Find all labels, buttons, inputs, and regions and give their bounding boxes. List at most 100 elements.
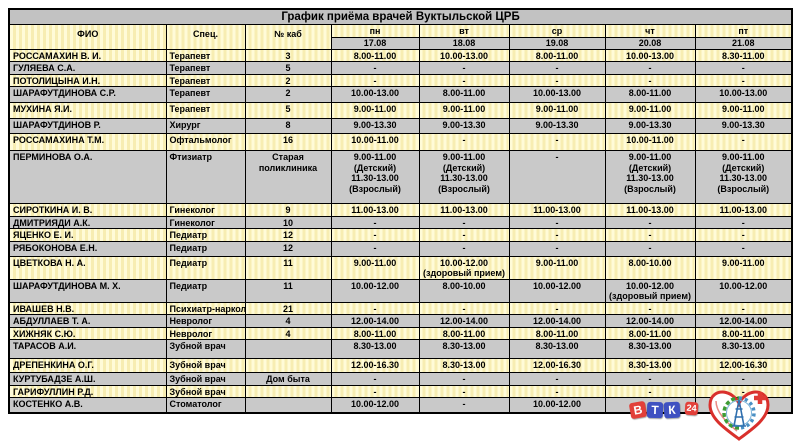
room-number: Дом быта	[244, 372, 332, 386]
schedule-cell: 10.00-11.00	[330, 133, 420, 151]
schedule-cell: -	[330, 301, 420, 315]
schedule-cell: 10.00-12.00 (здоровый прием)	[418, 255, 510, 280]
schedule-cell: 9.00-11.00	[418, 102, 510, 119]
doctor-name: ЯЦЕНКО Е. И.	[8, 228, 167, 242]
schedule-cell: 9.00-11.00	[330, 102, 420, 119]
table-row: ИВАШЕВ Н.В.Психиатр-нарколог21-----	[8, 301, 793, 315]
schedule-cell: -	[330, 372, 420, 386]
schedule-cell: 8.30-13.00	[508, 339, 606, 359]
room-number: 3	[244, 48, 332, 62]
schedule-cell: -	[694, 73, 793, 87]
schedule-cell: -	[418, 372, 510, 386]
table-row: ЯЦЕНКО Е. И. Педиатр 12- - - - -	[8, 228, 793, 242]
schedule-cell: -	[604, 372, 696, 386]
schedule-cell: 8.00-11.00	[508, 48, 606, 62]
doctor-specialty: Невролог	[165, 314, 246, 328]
schedule-cell: 11.00-13.00	[330, 203, 420, 217]
schedule-cell: 8.30-13.00	[604, 358, 696, 373]
table-row: СИРОТКИНА И. В. Гинеколог 9 11.00-13.00 11.0…	[8, 203, 793, 217]
doctor-name: РОССАМАХИН В. И.	[8, 48, 167, 62]
doctor-name: РЯБОКОНОВА Е.Н.	[8, 240, 167, 257]
column-header-spec: Спец.	[165, 24, 246, 50]
room-number: 5	[244, 61, 332, 75]
schedule-cell: -	[330, 240, 420, 257]
doctor-specialty: Психиатр-нарколог	[165, 301, 246, 315]
doctor-name: ПЕРМИНОВА О.А.	[8, 150, 167, 204]
schedule-cell: -	[508, 372, 606, 386]
table-row: ЦВЕТКОВА Н. А. Педиатр 11 9.00-11.00 10.00-1…	[8, 255, 793, 280]
table-row: ДМИТРИЯДИ А.К. Гинеколог 10- - - - -	[8, 215, 793, 229]
schedule-cell: -	[418, 240, 510, 257]
schedule-cell: 9.00-11.00	[508, 102, 606, 119]
schedule-cell: -	[508, 384, 606, 398]
table-row: ШАРАФУТДИНОВА М. Х. Педиатр 11 10.00-12.00 8…	[8, 278, 793, 303]
table-row: ПЕРМИНОВА О.А. Фтизиатр Старая поликлиника…	[8, 150, 793, 204]
table-row: ГУЛЯЕВА С.А. Терапевт 5- - - - -	[8, 61, 793, 75]
schedule-cell: 9.00-11.00	[330, 255, 420, 280]
schedule-cell: 9.00-11.00	[508, 255, 606, 280]
column-header-mon: пн	[330, 24, 420, 38]
schedule-cell: 10.00-13.00	[604, 48, 696, 62]
doctor-name: ДРЕПЕНКИНА О.Г.	[8, 358, 167, 373]
schedule-cell: -	[604, 228, 696, 242]
room-number: 12	[244, 228, 332, 242]
schedule-cell: 10.00-12.00	[330, 397, 420, 413]
schedule-cell: 9.00-11.00	[694, 102, 793, 119]
date-tue: 18.08	[418, 37, 510, 50]
schedule-cell: -	[604, 384, 696, 398]
schedule-cell: 9.00-11.00 (Детский) 11.30-13.00 (Взросл…	[604, 150, 696, 204]
doctor-name: МУХИНА Я.И.	[8, 102, 167, 119]
date-fri: 21.08	[694, 37, 793, 50]
room-number	[244, 358, 332, 373]
schedule-cell: 8.00-11.00	[508, 326, 606, 340]
schedule-cell: -	[694, 228, 793, 242]
schedule-cell: -	[418, 215, 510, 229]
schedule-cell: 10.00-12.00	[508, 397, 606, 413]
room-number: 8	[244, 118, 332, 134]
schedule-cell: 8.00-11.00	[604, 86, 696, 103]
schedule-cell: 11.00-13.00	[418, 203, 510, 217]
room-number: 10	[244, 215, 332, 229]
schedule-cell: -	[604, 215, 696, 229]
schedule-cell: 10.00-12.00	[508, 278, 606, 303]
doctor-specialty: Терапевт	[165, 61, 246, 75]
doctor-name: РОССАМАХИНА Т.М.	[8, 133, 167, 151]
table-title-row: График приёма врачей Вуктыльской ЦРБ	[8, 8, 793, 25]
schedule-cell: 9.00-13.30	[694, 118, 793, 134]
heart-inner-line	[715, 400, 738, 432]
schedule-cell: 12.00-14.00	[604, 314, 696, 328]
schedule-cell: -	[508, 301, 606, 315]
schedule-cell: 12.00-14.00	[330, 314, 420, 328]
schedule-cell: -	[508, 73, 606, 87]
doctor-specialty: Невролог	[165, 326, 246, 340]
room-number: 9	[244, 203, 332, 217]
hospital-heart-logo[interactable]	[702, 387, 778, 444]
vtk-badge-24: 24	[685, 401, 699, 416]
doctor-specialty: Зубной врач	[165, 372, 246, 386]
column-header-tue: вт	[418, 24, 510, 38]
table-row: РОССАМАХИНА Т.М. Офтальмолог 16 10.00-11.00…	[8, 133, 793, 151]
schedule-cell: -	[694, 215, 793, 229]
doctor-specialty: Хирург	[165, 118, 246, 134]
header-row-dates: 17.08 18.08 19.08 20.08 21.08	[9, 37, 793, 50]
doctor-name: КОСТЕНКО А.В.	[8, 397, 167, 413]
column-header-fri: пт	[694, 24, 793, 38]
room-number: 12	[244, 240, 332, 257]
table-row: ТАРАСОВ А.И. Зубной врач 8.30-13.00 8.30-13…	[8, 339, 793, 359]
room-number: 11	[244, 255, 332, 280]
schedule-cell: -	[508, 240, 606, 257]
table-row: АБДУЛЛАЕВ Т. А. Невролог 4 12.00-14.00 12.00…	[8, 314, 793, 328]
schedule-cell: 10.00-13.00	[418, 48, 510, 62]
schedule-cell: 8.00-11.00	[330, 48, 420, 62]
doctor-name: КУРТУБАДЗЕ А.Ш.	[8, 372, 167, 386]
schedule-table-container: График приёма врачей Вуктыльской ЦРБ ФИО…	[8, 8, 794, 414]
doctor-specialty: Гинеколог	[165, 215, 246, 229]
schedule-cell: 8.30-11.00	[694, 48, 793, 62]
schedule-cell: -	[508, 61, 606, 75]
room-number: 5	[244, 102, 332, 119]
doctor-name: ХИЖНЯК С.Ю.	[8, 326, 167, 340]
table-row: ГАРИФУЛЛИН Р.Д. Зубной врач - - - - -	[8, 384, 793, 398]
medical-cross-icon	[754, 392, 766, 404]
schedule-cell: 12.00-14.00	[694, 314, 793, 328]
